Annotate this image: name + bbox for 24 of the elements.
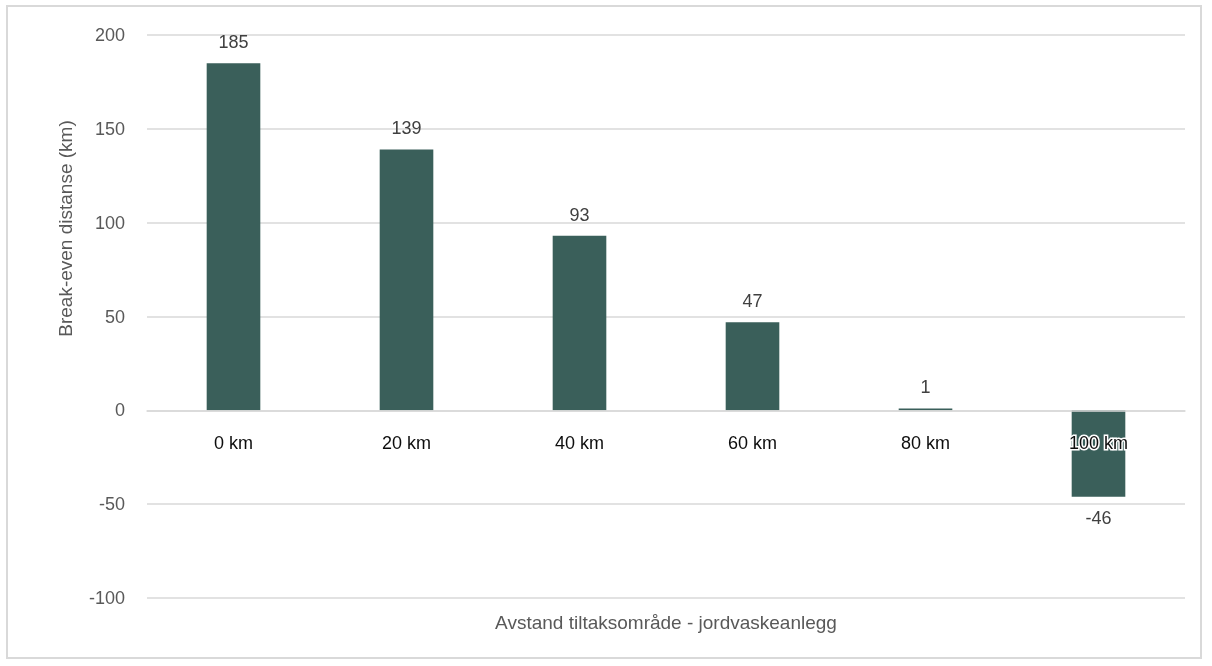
x-tick-label: 40 km [554, 433, 605, 454]
x-tick-label: 80 km [900, 433, 951, 454]
data-label: 139 [391, 118, 422, 139]
data-label: 47 [742, 291, 763, 312]
bar [379, 149, 434, 411]
y-tick-label: -50 [98, 494, 125, 515]
y-tick-label: 200 [94, 25, 125, 45]
y-tick-label: -100 [88, 588, 125, 608]
data-label: 1 [920, 377, 931, 398]
data-label: 185 [218, 32, 249, 53]
y-tick-label: 50 [104, 306, 125, 327]
bar [206, 63, 261, 411]
y-axis-title: Break-even distanse (km) [55, 120, 76, 337]
y-tick-label: 150 [94, 118, 125, 139]
bar [552, 235, 607, 411]
data-label: -46 [1085, 507, 1112, 528]
x-tick-label: 60 km [727, 433, 778, 454]
y-tick-label: 0 [114, 400, 125, 421]
data-label: 93 [569, 204, 590, 225]
x-axis-title: Avstand tiltaksområde - jordvaskeanlegg [495, 611, 837, 633]
y-tick-label: 100 [94, 212, 125, 233]
bar [725, 322, 780, 411]
x-tick-label: 0 km [213, 433, 254, 454]
x-tick-label: 20 km [381, 433, 432, 454]
